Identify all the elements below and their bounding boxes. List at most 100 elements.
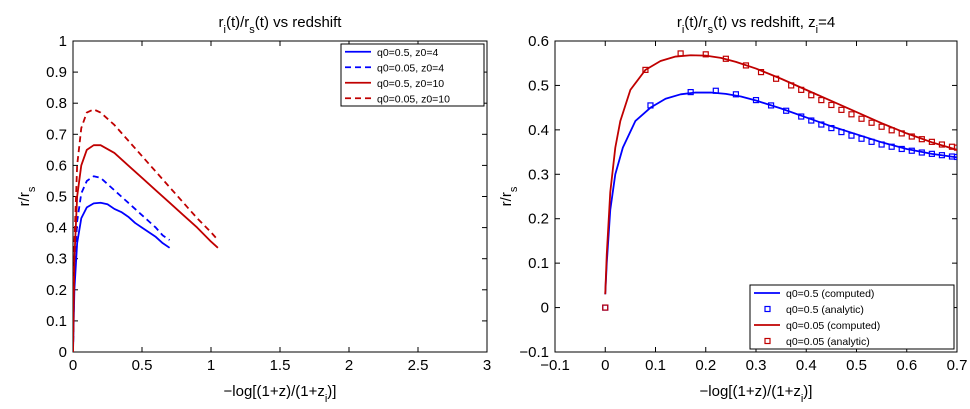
legend-marker	[764, 337, 771, 345]
y-tick-label: 0.3	[46, 251, 67, 268]
data-point-marker	[838, 106, 845, 113]
data-point-marker	[878, 141, 885, 148]
data-point-marker	[732, 91, 740, 98]
y-tick-label: 0	[541, 300, 549, 317]
legend-box	[749, 284, 955, 350]
ylabel-part: r/r	[16, 192, 33, 206]
x-tick-label: 0.5	[132, 357, 153, 374]
x-tick-label: 2	[345, 357, 353, 374]
x-tick-label: 0.6	[896, 357, 917, 374]
data-point-marker	[783, 107, 790, 114]
x-tick-label: 0	[601, 357, 609, 374]
title-part: =4	[818, 14, 835, 31]
title-subscript: i	[682, 24, 684, 36]
xlabel-subscript: i	[325, 393, 327, 405]
title-subscript: i	[816, 24, 818, 36]
y-tick-label: 0	[59, 344, 67, 361]
y-tick-label: −0.1	[519, 344, 549, 361]
series-line	[73, 108, 219, 352]
xlabel-subscript: i	[801, 393, 803, 405]
ylabel-subscript: s	[508, 186, 520, 192]
title-part: (t) vs redshift, z	[713, 14, 816, 31]
series-line	[604, 91, 957, 295]
y-tick-label: 0.6	[46, 157, 67, 174]
xlabel-part: −log[(1+z)/(1+z	[700, 383, 801, 400]
data-point-marker	[848, 132, 855, 139]
data-point-marker	[878, 123, 885, 130]
data-point-marker	[908, 147, 915, 154]
x-tick-label: 0.3	[746, 357, 767, 374]
data-point-marker	[808, 92, 815, 99]
legend: q0=0.5, z0=4 q0=0.05, z0=4 q0=0.5, z0=10 q0…	[340, 43, 485, 107]
x-tick-label: 0.2	[695, 357, 716, 374]
legend-label: q0=0.5 (computed)	[786, 288, 874, 300]
y-tick-label: 1	[59, 33, 67, 50]
x-tick-label: 0.4	[796, 357, 817, 374]
y-tick-label: 0.1	[528, 255, 549, 272]
legend-marker	[764, 305, 771, 313]
legend-label: q0=0.5, z0=10	[377, 78, 444, 90]
data-point-marker	[953, 144, 957, 151]
x-axis-label: −log[(1+z)/(1+zi)]	[224, 383, 337, 405]
x-axis-label: −log[(1+z)/(1+zi)]	[700, 383, 813, 405]
legend-item: q0=0.5, z0=4	[345, 47, 438, 59]
data-point-marker	[938, 141, 946, 148]
xlabel-part: −log[(1+z)/(1+z	[224, 383, 325, 400]
title-part: r	[677, 14, 682, 31]
legend-label: q0=0.5 (analytic)	[786, 304, 864, 316]
data-point-marker	[868, 119, 875, 126]
data-point-marker	[888, 127, 895, 134]
chart-title: ri(t)/rs(t) vs redshift, zi=4	[677, 14, 835, 36]
y-tick-label: 0.5	[528, 77, 549, 94]
data-point-marker	[687, 88, 694, 96]
legend-item: q0=0.5 (computed)	[754, 288, 874, 300]
legend-label: q0=0.05, z0=10	[377, 93, 450, 105]
series-line	[73, 175, 171, 352]
data-point-marker	[642, 66, 649, 73]
data-point-marker	[908, 133, 915, 140]
legend-item: q0=0.5 (analytic)	[764, 304, 864, 316]
data-point-marker	[757, 68, 765, 76]
legend-item: q0=0.5, z0=10	[345, 78, 444, 90]
data-point-marker	[772, 75, 780, 82]
data-point-marker	[767, 102, 775, 109]
data-point-marker	[808, 117, 815, 124]
y-tick-label: 0.6	[528, 33, 549, 50]
x-tick-label: 0.5	[846, 357, 867, 374]
data-point-marker	[677, 50, 684, 57]
legend-item: q0=0.05 (computed)	[754, 320, 880, 332]
title-subscript: s	[249, 24, 255, 36]
legend-label: q0=0.05 (analytic)	[786, 336, 870, 348]
data-point-marker	[848, 111, 855, 118]
y-tick-label: 0.4	[46, 220, 67, 237]
data-point-marker	[928, 150, 935, 157]
data-point-marker	[858, 135, 865, 142]
legend-label: q0=0.05 (computed)	[786, 320, 880, 332]
y-axis-label: r/rs	[16, 186, 38, 206]
plot-area	[73, 108, 219, 352]
y-tick-label: 0.8	[46, 95, 67, 112]
data-point-marker	[953, 153, 957, 161]
title-part: r	[219, 14, 224, 31]
data-point-marker	[798, 86, 805, 93]
x-tick-label: 0.7	[947, 357, 968, 374]
x-tick-label: 1	[207, 357, 215, 374]
y-axis-label: r/rs	[498, 186, 520, 206]
legend-item: q0=0.05, z0=4	[345, 62, 444, 74]
data-point-marker	[602, 304, 609, 311]
data-point-marker	[602, 304, 609, 311]
y-tick-label: 0.9	[46, 64, 67, 81]
x-tick-label: 0.1	[645, 357, 666, 374]
ylabel-part: r/r	[498, 192, 515, 206]
legend-box	[340, 43, 485, 107]
title-part: (t)/r	[226, 14, 249, 31]
data-point-marker	[818, 121, 825, 128]
y-tick-label: 0.2	[46, 282, 67, 299]
ylabel-subscript: s	[26, 186, 38, 192]
data-point-marker	[868, 138, 875, 145]
data-point-marker	[938, 152, 946, 159]
plot-area	[602, 50, 957, 311]
legend-item: q0=0.05 (analytic)	[764, 336, 870, 348]
xlabel-part: )]	[803, 383, 812, 400]
